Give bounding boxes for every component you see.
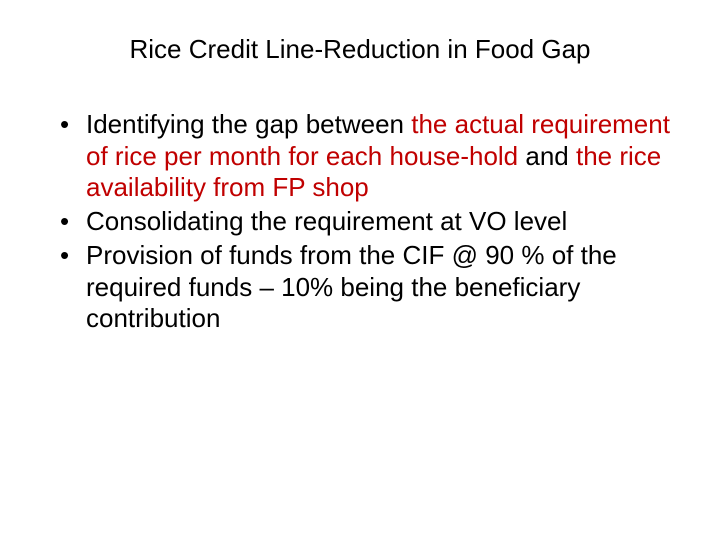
bullet-list: Identifying the gap between the actual r… xyxy=(56,109,672,335)
slide-body: Identifying the gap between the actual r… xyxy=(48,109,672,335)
bullet-item: Identifying the gap between the actual r… xyxy=(56,109,672,204)
bullet-text-run: Identifying the gap between xyxy=(86,109,411,139)
slide-title: Rice Credit Line-Reduction in Food Gap xyxy=(48,34,672,65)
bullet-item: Consolidating the requirement at VO leve… xyxy=(56,206,672,238)
bullet-text-run: Consolidating the requirement at VO leve… xyxy=(86,206,567,236)
bullet-item: Provision of funds from the CIF @ 90 % o… xyxy=(56,240,672,335)
slide: Rice Credit Line-Reduction in Food Gap I… xyxy=(0,0,720,540)
bullet-text-run: Provision of funds from the CIF @ 90 % o… xyxy=(86,240,617,333)
bullet-text-run: and xyxy=(518,141,576,171)
